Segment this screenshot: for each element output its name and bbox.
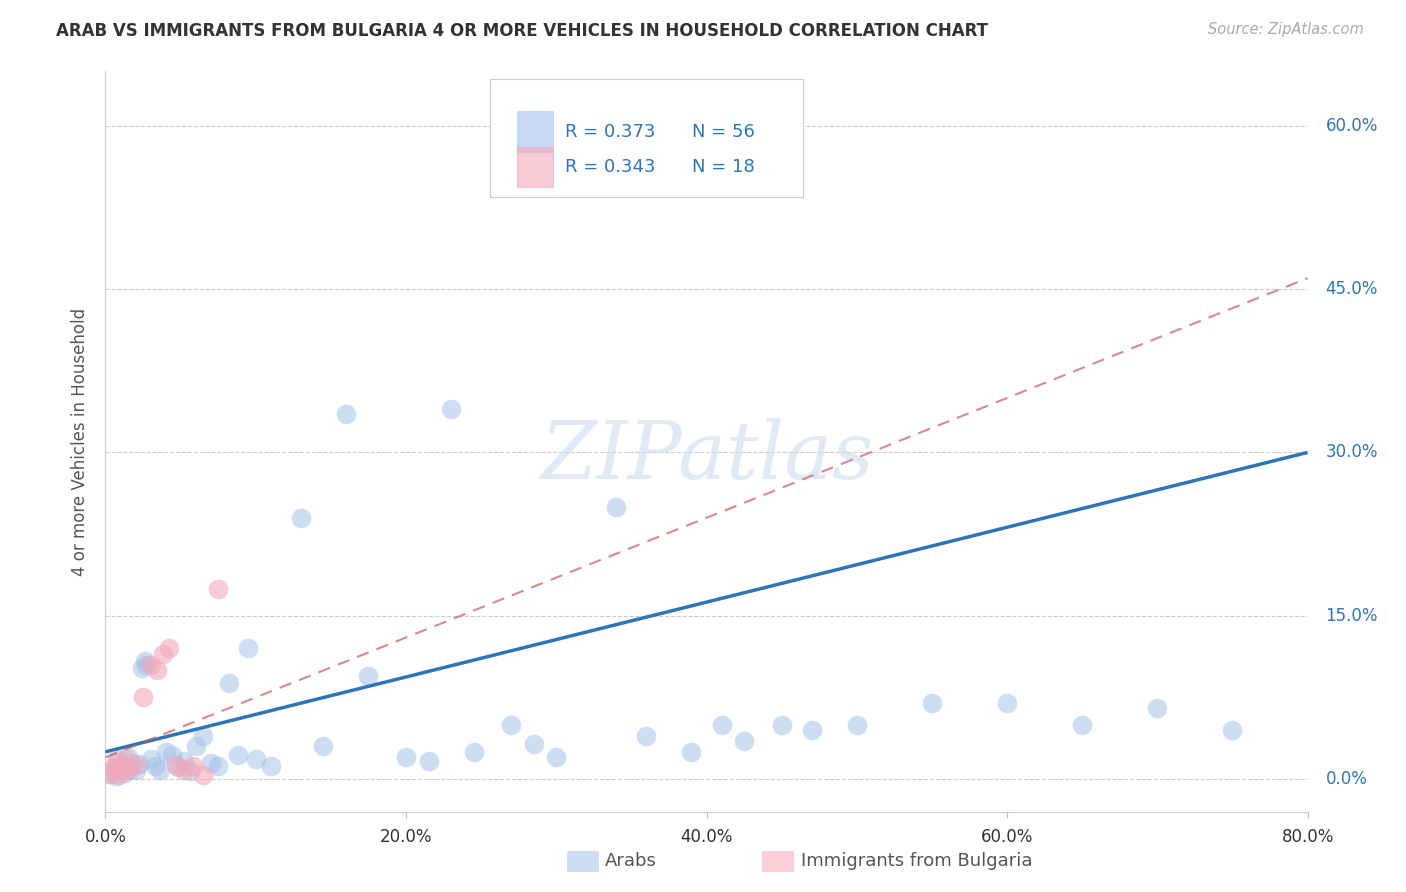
Text: R = 0.373: R = 0.373 (565, 123, 655, 141)
Point (179, 764, 201, 779)
Point (118, 762, 141, 776)
Point (501, 717, 523, 731)
Point (128, 756, 150, 771)
Text: 60.0%: 60.0% (1326, 117, 1378, 135)
Text: 15.0%: 15.0% (1326, 607, 1378, 624)
Text: 0.0%: 0.0% (1326, 770, 1368, 788)
Point (290, 510, 312, 524)
Point (98, 766, 121, 780)
Point (132, 690, 155, 705)
Point (226, 748, 249, 763)
Point (207, 759, 229, 773)
Point (110, 764, 132, 778)
Bar (516, 146, 553, 187)
Text: Arabs: Arabs (605, 852, 657, 870)
Point (104, 756, 127, 770)
Text: Immigrants from Bulgaria: Immigrants from Bulgaria (801, 852, 1033, 870)
Text: R = 0.343: R = 0.343 (565, 158, 655, 176)
Point (139, 657, 162, 672)
Point (98, 766, 121, 780)
Point (165, 758, 187, 772)
Text: N = 18: N = 18 (692, 158, 755, 176)
Text: 80.0%: 80.0% (1281, 828, 1334, 846)
Point (770, 717, 793, 731)
Point (357, 668, 380, 682)
Text: 45.0%: 45.0% (1326, 280, 1378, 298)
Point (1222, 723, 1244, 737)
Point (111, 759, 134, 773)
Point (733, 734, 755, 748)
Point (101, 761, 124, 775)
Point (155, 745, 177, 759)
Text: N = 56: N = 56 (692, 123, 755, 141)
Text: 0.0%: 0.0% (84, 828, 127, 846)
Text: 60.0%: 60.0% (981, 828, 1033, 846)
Point (191, 729, 214, 743)
Point (152, 647, 174, 661)
Point (181, 759, 204, 773)
Point (134, 655, 156, 669)
Point (636, 729, 658, 743)
Point (200, 756, 222, 770)
Point (114, 765, 136, 780)
Point (135, 657, 157, 672)
Point (131, 661, 153, 675)
Point (681, 745, 703, 759)
Text: ARAB VS IMMIGRANTS FROM BULGARIA 4 OR MORE VEHICLES IN HOUSEHOLD CORRELATION CHA: ARAB VS IMMIGRANTS FROM BULGARIA 4 OR MO… (56, 22, 988, 40)
Point (418, 754, 440, 768)
Text: 20.0%: 20.0% (380, 828, 432, 846)
Point (1146, 701, 1168, 715)
Point (335, 407, 357, 421)
Y-axis label: 4 or more Vehicles in Household: 4 or more Vehicles in Household (72, 308, 90, 575)
Text: 40.0%: 40.0% (681, 828, 733, 846)
Point (114, 752, 136, 766)
Point (523, 737, 546, 751)
Point (184, 739, 207, 754)
Text: 30.0%: 30.0% (1326, 443, 1378, 461)
Point (995, 696, 1018, 710)
Point (124, 764, 146, 778)
Point (139, 752, 162, 766)
Point (800, 723, 823, 737)
Point (173, 764, 195, 778)
Point (245, 752, 267, 766)
Point (160, 748, 183, 763)
Point (546, 750, 568, 764)
Point (1071, 717, 1094, 731)
Point (218, 676, 240, 690)
Point (117, 750, 139, 764)
Point (124, 758, 146, 772)
Point (605, 500, 627, 514)
Point (173, 754, 195, 768)
Point (238, 641, 260, 656)
Point (312, 739, 335, 754)
Point (121, 756, 143, 770)
Point (260, 759, 283, 773)
Point (145, 663, 167, 677)
Text: Source: ZipAtlas.com: Source: ZipAtlas.com (1208, 22, 1364, 37)
Point (463, 745, 485, 759)
Point (191, 767, 214, 781)
Point (101, 761, 124, 775)
Point (395, 750, 418, 764)
Point (166, 760, 188, 774)
Point (148, 764, 170, 778)
Point (111, 761, 134, 775)
FancyBboxPatch shape (491, 78, 803, 197)
Point (157, 641, 180, 656)
Point (107, 752, 129, 766)
Point (710, 717, 733, 731)
Point (108, 767, 131, 781)
Point (104, 769, 127, 783)
Point (440, 401, 463, 416)
Point (845, 717, 868, 731)
Text: ZIPatlas: ZIPatlas (540, 417, 873, 495)
Point (143, 759, 166, 773)
Bar (516, 112, 553, 153)
Point (921, 696, 943, 710)
Point (207, 582, 229, 596)
Point (118, 764, 141, 778)
